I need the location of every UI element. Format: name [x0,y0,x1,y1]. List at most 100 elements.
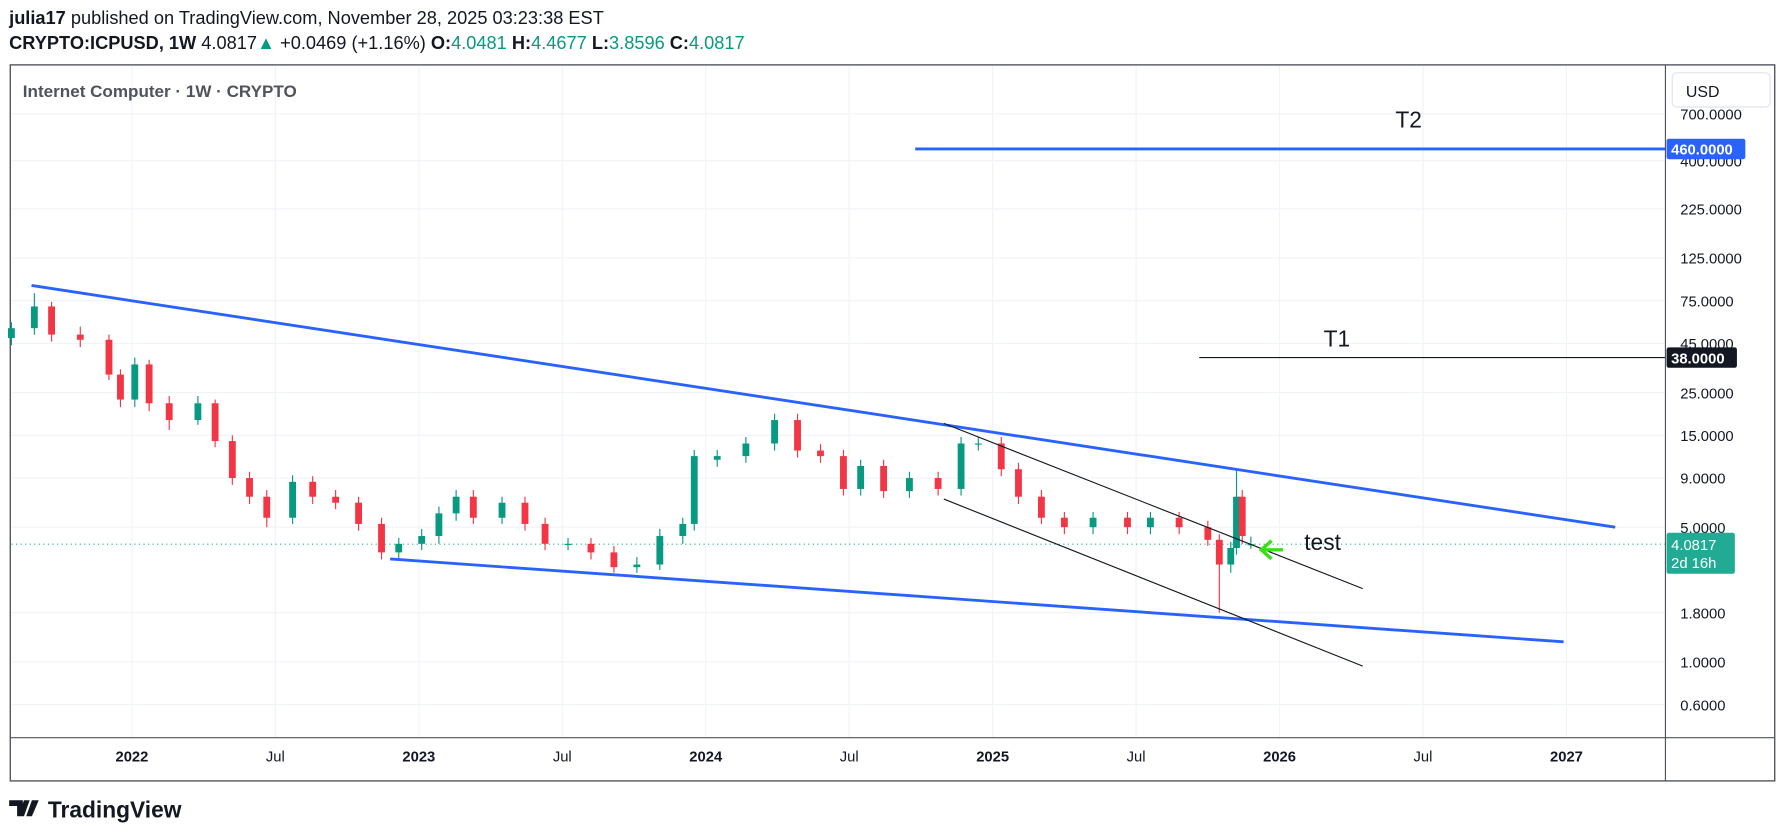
c-label: C: [670,33,689,53]
candle-body [395,543,403,553]
currency[interactable]: USD [1686,84,1720,101]
trend-line [390,557,1564,644]
candle-body [289,481,297,518]
candle-body [105,339,113,375]
candle-body [1233,496,1240,548]
candle-body [211,403,219,442]
candle-body [1238,496,1246,537]
symbol-line: CRYPTO:ICPUSD, 1W 4.0817▲ +0.0469 (+1.16… [9,33,745,53]
candle-body [1089,517,1097,528]
o-value: 4.0481 [451,33,507,53]
price-badge-label: 38.0000 [1671,351,1724,367]
candle-body [1147,517,1154,528]
plot: T2 T1 test [8,66,1666,738]
h-value: 4.4677 [531,33,587,53]
x-tick-label: Jul [553,750,572,766]
x-tick-label: 2024 [689,750,723,766]
published: published on TradingView.com, November 2… [71,8,604,28]
y-tick-label: 225.0000 [1680,202,1742,218]
x-tick-label: 2026 [1263,750,1296,766]
chart-title: Internet Computer · 1W · CRYPTO [23,82,297,101]
candle-body [8,328,15,339]
x-tick-label: 2025 [976,750,1009,766]
candle-body [1215,539,1223,565]
candle-body [840,456,847,489]
candle-body [794,420,801,451]
trend-line [943,498,1363,667]
candle-body [817,450,824,457]
x-tick-label: Jul [266,750,285,766]
candle-body [857,465,865,489]
y-tick-label: 1.8000 [1680,606,1725,622]
candle-body [880,465,888,492]
last-price-badge [1666,532,1735,574]
x-tick-label: Jul [1127,750,1146,766]
price-badge-label: 460.0000 [1671,143,1733,159]
candle-body [521,502,529,524]
axes: 2022 Jul 2023 Jul 2024 Jul 2025 Jul 2026 Jul 2027 7… [115,108,1746,766]
candle-body [541,523,549,544]
candle-body [378,523,385,553]
candle-body [117,374,124,400]
change: +0.0469 (+1.16%) [280,33,426,53]
trend-line [943,422,1363,590]
candle-body [934,478,942,489]
y-tick-label: 75.0000 [1680,294,1733,310]
brand: TradingView [48,796,182,822]
candle-body [418,536,426,544]
candle-body [633,564,641,568]
candle-body [435,513,443,537]
price-badge [1666,347,1737,368]
y-tick-label: 9.0000 [1680,472,1725,488]
candle-body [587,543,595,553]
candle-body [771,420,779,444]
candle-body [30,306,38,329]
candle-body [165,403,173,421]
symbol: CRYPTO:ICPUSD, 1W [9,33,197,53]
price-badge [1666,138,1746,160]
candle-body [690,456,698,524]
candle-body [997,443,1005,470]
candle-body [194,403,202,421]
candle-body [263,496,271,518]
publish-line: julia17 published on TradingView.com, No… [8,8,604,28]
candle-body [1015,469,1022,497]
o-label: O: [431,33,451,53]
y-tick-label: 15.0000 [1680,429,1733,445]
l-label: L: [592,33,609,53]
candle-body [452,496,460,514]
candle-body [906,478,913,492]
candle-body [974,443,982,445]
candle-body [48,306,56,335]
candle-body [355,502,362,524]
candle-body [1060,517,1068,528]
y-tick-label: 25.0000 [1680,386,1733,402]
l-value: 3.8596 [609,33,665,53]
candle-body [679,523,687,537]
candle-body [228,441,236,479]
annotation: T2 [1395,107,1422,133]
trend-line [31,284,1616,529]
countdown: 2d 16h [1671,556,1716,572]
candle-body [1124,517,1131,528]
arrow [1258,539,1283,561]
candle-body [1227,547,1235,565]
candle-body [957,443,965,489]
last-price-label: 4.0817 [1671,538,1716,554]
candle-body [713,456,721,460]
annotation: test [1304,529,1341,555]
candle-body [332,496,340,503]
candle-body [76,334,84,340]
x-tick-label: 2027 [1550,750,1583,766]
y-tick-label: 700.0000 [1680,108,1742,124]
y-tick-label: 1.0000 [1680,656,1725,672]
candle-body [246,478,253,497]
logo [9,800,39,817]
candle-body [656,536,664,565]
c-value: 4.0817 [689,33,745,53]
currency-button[interactable] [1671,72,1771,108]
candle-body [1037,496,1045,518]
x-tick-label: 2022 [115,750,148,766]
y-tick-label: 125.0000 [1680,252,1742,268]
